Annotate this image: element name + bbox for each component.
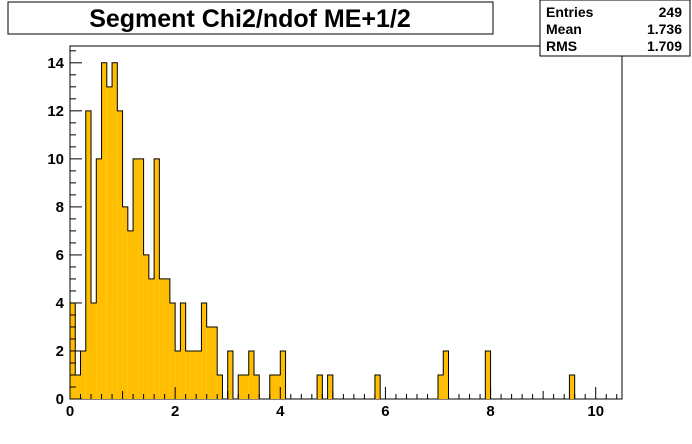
histogram-bar	[180, 302, 186, 399]
x-tick-label: 10	[587, 403, 604, 420]
histogram-bar	[127, 230, 134, 399]
stats-mean-label: Mean	[546, 21, 582, 37]
histogram-bar	[117, 110, 123, 399]
histogram-bar	[206, 326, 212, 399]
y-tick-label: 14	[47, 55, 64, 72]
histogram-bar	[201, 302, 207, 399]
histogram-bar	[269, 374, 276, 399]
x-tick-label: 2	[171, 403, 179, 420]
histogram-bar	[327, 374, 333, 399]
histogram-bar	[159, 278, 165, 399]
histogram-bar	[217, 374, 223, 399]
histogram-bar	[196, 350, 202, 399]
x-tick-label: 4	[276, 403, 285, 420]
histogram-bar	[91, 302, 97, 399]
histogram-bar	[238, 374, 244, 399]
histogram-bar	[254, 374, 260, 399]
stats-entries-value: 249	[659, 4, 683, 20]
histogram-bar	[317, 374, 323, 399]
histogram-bar	[485, 350, 491, 399]
chart-title: Segment Chi2/ndof ME+1/2	[89, 5, 411, 33]
y-tick-label: 4	[56, 295, 65, 312]
axes: 0 2 4 6 8 10 0 2 4 6 8 10 12 14	[47, 50, 618, 420]
histogram-bar	[280, 350, 286, 399]
histogram-bar	[227, 350, 233, 399]
histogram-bar	[438, 374, 444, 399]
histogram-bar	[190, 350, 197, 399]
histogram-bar	[211, 326, 218, 399]
histogram-bar	[138, 158, 144, 399]
x-tick-label: 0	[66, 403, 74, 420]
histogram-bar	[443, 350, 449, 399]
histogram-bar	[106, 86, 113, 400]
histogram-bar	[275, 374, 281, 399]
y-tick-label: 8	[56, 199, 64, 216]
histogram-bar	[374, 374, 381, 399]
histogram-bar	[175, 350, 181, 399]
title-box: Segment Chi2/ndof ME+1/2	[7, 1, 494, 35]
stats-box: Entries 249 Mean 1.736 RMS 1.709	[539, 0, 691, 57]
histogram-bar	[101, 62, 107, 400]
histogram-bar	[243, 374, 249, 399]
y-tick-label: 6	[56, 247, 64, 264]
y-tick-label: 12	[47, 103, 64, 120]
x-tick-label: 6	[381, 403, 389, 420]
stats-entries-label: Entries	[546, 4, 594, 20]
histogram-bar	[569, 374, 575, 399]
histogram-bar	[122, 206, 128, 399]
y-tick-label: 10	[47, 151, 64, 168]
y-tick-label: 2	[56, 343, 64, 360]
title-frame	[7, 1, 494, 35]
histogram-bar	[169, 302, 176, 399]
histogram-bars	[70, 62, 575, 400]
stats-frame	[539, 0, 691, 57]
x-tick-label: 8	[486, 403, 494, 420]
histogram-bar	[85, 110, 92, 399]
histogram-bar	[112, 62, 118, 400]
histogram-bar	[96, 158, 102, 399]
histogram-bar	[164, 278, 170, 399]
histogram-bar	[133, 158, 139, 399]
histogram-bar	[75, 374, 81, 399]
histogram-bar	[148, 278, 155, 399]
histogram-bar	[185, 350, 191, 399]
stats-rms-value: 1.709	[647, 38, 682, 54]
histogram-bar	[143, 254, 149, 399]
stats-mean-value: 1.736	[647, 21, 682, 37]
y-tick-label: 0	[56, 391, 64, 408]
histogram-bar	[248, 350, 254, 399]
stats-rms-label: RMS	[546, 38, 577, 54]
histogram-bar	[80, 350, 86, 399]
histogram-bar	[154, 158, 160, 399]
